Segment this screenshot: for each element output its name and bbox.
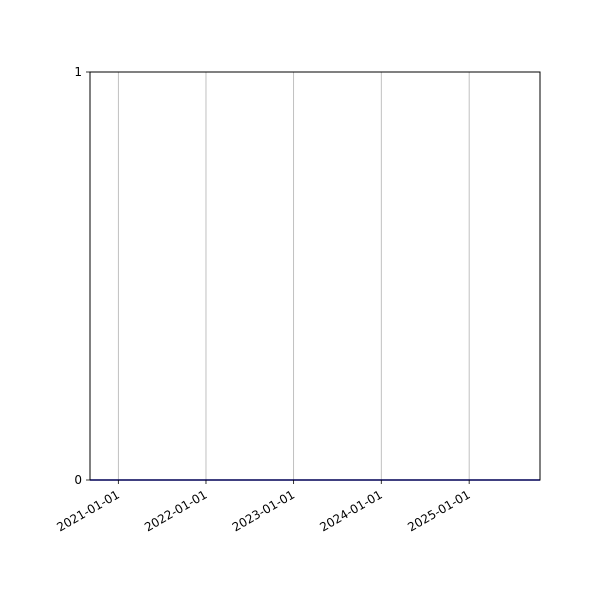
y-tick-label: 1 — [74, 65, 82, 79]
axes-frame — [89, 71, 541, 481]
y-tick-label: 0 — [74, 473, 82, 487]
